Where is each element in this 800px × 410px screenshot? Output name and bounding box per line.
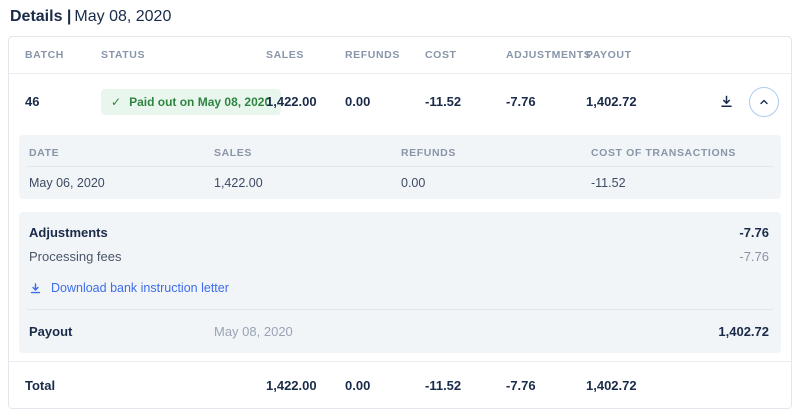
- page-title-date: May 08, 2020: [74, 8, 172, 25]
- adjustments-total-row: Adjustments -7.76: [19, 225, 781, 241]
- payout-label: Payout: [29, 324, 73, 339]
- total-sales: 1,422.00: [266, 377, 317, 393]
- payout-row: Payout May 08, 2020 1,402.72: [19, 310, 781, 353]
- payout-details-card: BATCH STATUS SALES REFUNDS COST ADJUSTME…: [8, 36, 792, 409]
- adjustments-panel: Adjustments -7.76 Processing fees -7.76 …: [19, 212, 781, 353]
- column-header-sub-sales: SALES: [214, 146, 253, 159]
- batch-payout: 1,402.72: [586, 94, 637, 109]
- adjustments-total-value: -7.76: [739, 225, 769, 240]
- column-header-sub-refunds: REFUNDS: [401, 146, 456, 159]
- table-header-row: BATCH STATUS SALES REFUNDS COST ADJUSTME…: [9, 37, 791, 74]
- payout-divider: [27, 309, 773, 310]
- transaction-cost: -11.52: [591, 176, 626, 190]
- column-header-sales: SALES: [266, 49, 305, 61]
- batch-row-actions: [687, 86, 779, 117]
- column-header-cost-of-transactions: COST OF TRANSACTIONS: [591, 146, 736, 159]
- payout-date: May 08, 2020: [214, 324, 293, 339]
- total-cost: -11.52: [425, 377, 462, 393]
- download-icon: [721, 95, 732, 107]
- status-badge: ✓ Paid out on May 08, 2020: [101, 88, 282, 115]
- total-adjustments: -7.76: [506, 377, 536, 393]
- total-label: Total: [25, 377, 56, 393]
- download-bank-letter-label: Download bank instruction letter: [51, 281, 229, 295]
- transactions-header-divider: [27, 166, 773, 167]
- payout-amount: 1,402.72: [718, 324, 769, 339]
- transaction-date: May 06, 2020: [29, 176, 105, 190]
- batch-sales: 1,422.00: [266, 94, 317, 109]
- transactions-panel: DATE SALES REFUNDS COST OF TRANSACTIONS …: [19, 135, 781, 199]
- transactions-header-row: DATE SALES REFUNDS COST OF TRANSACTIONS: [19, 135, 781, 166]
- download-report-button[interactable]: [719, 94, 734, 109]
- download-bank-letter-link[interactable]: Download bank instruction letter: [29, 281, 229, 295]
- check-icon: ✓: [111, 94, 122, 109]
- total-row: Total 1,422.00 0.00 -11.52 -7.76 1,402.7…: [9, 361, 791, 408]
- download-icon: [30, 282, 41, 293]
- status-cell: ✓ Paid out on May 08, 2020: [101, 88, 282, 115]
- batch-number: 46: [25, 94, 40, 109]
- adjustment-item-value: -7.76: [739, 249, 769, 264]
- adjustment-item-row: Processing fees -7.76: [19, 249, 781, 265]
- page-title: Details | May 08, 2020: [10, 8, 792, 26]
- batch-row[interactable]: 46 ✓ Paid out on May 08, 2020 1,422.00 0…: [9, 74, 791, 129]
- column-header-refunds: REFUNDS: [345, 49, 400, 61]
- collapse-row-button[interactable]: [749, 86, 779, 117]
- transaction-refunds: 0.00: [401, 176, 426, 190]
- batch-adjustments: -7.76: [506, 94, 536, 109]
- batch-cost: -11.52: [425, 94, 462, 109]
- column-header-date: DATE: [29, 146, 60, 159]
- transaction-row: May 06, 2020 1,422.00 0.00 -11.52: [19, 167, 781, 199]
- chevron-up-icon: [760, 99, 768, 104]
- page-title-label: Details |: [10, 8, 72, 25]
- column-header-adjustments: ADJUSTMENTS: [506, 49, 592, 61]
- column-header-payout: PAYOUT: [586, 49, 632, 61]
- total-payout: 1,402.72: [586, 377, 637, 393]
- column-header-status: STATUS: [101, 49, 146, 61]
- batch-refunds: 0.00: [345, 94, 371, 109]
- adjustments-title: Adjustments: [29, 225, 108, 240]
- transaction-sales: 1,422.00: [214, 176, 263, 190]
- total-refunds: 0.00: [345, 377, 371, 393]
- status-badge-label: Paid out on May 08, 2020: [129, 94, 272, 109]
- column-header-batch: BATCH: [25, 49, 64, 61]
- adjustment-item-label: Processing fees: [29, 249, 122, 264]
- column-header-cost: COST: [425, 49, 457, 61]
